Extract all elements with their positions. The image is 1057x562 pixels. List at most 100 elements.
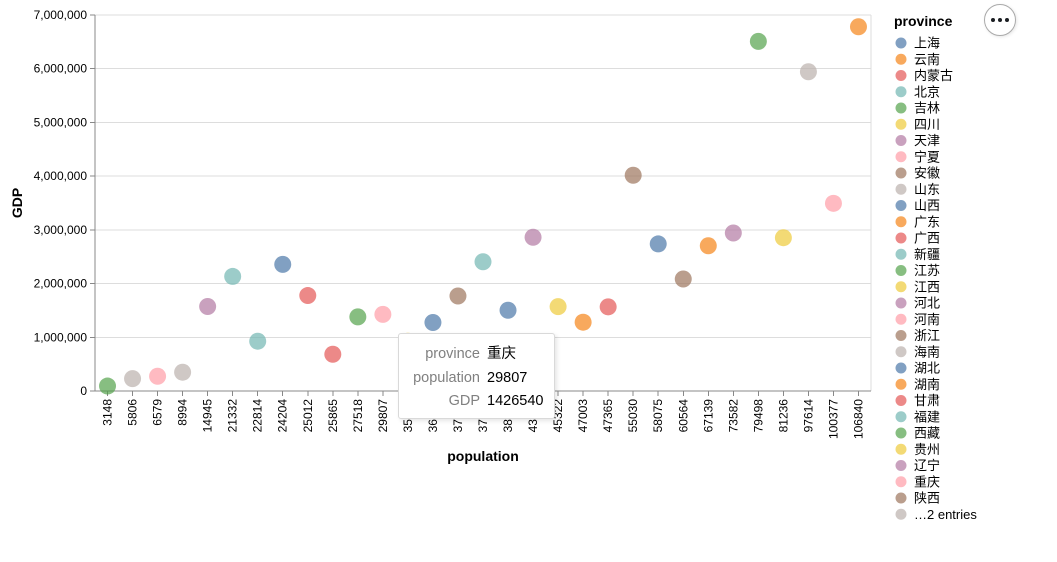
legend-entry: 天津 <box>895 133 940 148</box>
legend-symbol <box>895 102 907 114</box>
legend-symbol <box>895 118 907 130</box>
x-tick-label: 55030 <box>626 399 640 433</box>
y-tick-label: 4,000,000 <box>34 169 88 183</box>
data-point[interactable] <box>699 237 717 255</box>
legend-entry: 海南 <box>895 344 940 359</box>
legend-label: 江西 <box>914 279 940 294</box>
legend-entry: 宁夏 <box>895 149 940 164</box>
tooltip-key: province <box>425 346 480 362</box>
legend-entry: 江苏 <box>895 263 940 278</box>
x-tick-label: 3148 <box>101 399 115 426</box>
tooltip-key: population <box>413 369 480 386</box>
legend-symbol <box>895 183 907 195</box>
legend-symbol <box>895 476 907 488</box>
data-point[interactable] <box>649 235 667 253</box>
data-point[interactable] <box>349 308 367 326</box>
legend-symbol <box>895 135 907 146</box>
y-axis: 0 1,000,000 2,000,000 3,000,000 4,000,000 5,0… <box>9 8 96 398</box>
legend-symbol <box>895 443 907 455</box>
legend-entry: 云南 <box>895 52 940 67</box>
data-point[interactable] <box>174 363 192 381</box>
tooltip: province 重庆 population 29807 GDP 1426540 <box>398 333 555 419</box>
legend-entry: 湖北 <box>895 361 940 376</box>
legend-symbol <box>895 378 907 390</box>
legend-symbol <box>895 265 907 276</box>
data-point[interactable] <box>599 298 617 316</box>
legend-symbol <box>895 232 907 244</box>
data-point[interactable] <box>674 270 692 288</box>
legend-label: 重庆 <box>914 474 940 489</box>
x-tick-label: 27518 <box>351 399 365 433</box>
legend-symbol <box>895 151 907 163</box>
tooltip-key: GDP <box>448 393 480 409</box>
data-points <box>99 18 867 395</box>
data-point[interactable] <box>499 301 517 319</box>
data-point[interactable] <box>524 228 542 246</box>
legend-symbol <box>895 281 907 293</box>
data-point[interactable] <box>249 332 267 350</box>
legend-symbol <box>895 330 907 341</box>
data-point[interactable] <box>274 255 292 273</box>
x-tick-label: 25012 <box>301 399 315 433</box>
legend-label: 云南 <box>914 52 940 67</box>
more-icon <box>990 17 996 23</box>
legend-symbol <box>895 248 907 260</box>
legend-symbol <box>895 70 907 81</box>
legend-entry: 山东 <box>895 182 940 197</box>
legend-label: 西藏 <box>914 426 940 441</box>
data-point[interactable] <box>324 345 342 363</box>
legend-label: 广西 <box>914 231 940 246</box>
tooltip-row: population 29807 <box>409 367 546 391</box>
data-point[interactable] <box>474 253 492 271</box>
legend-label: 广东 <box>914 214 940 229</box>
legend-entry: 重庆 <box>895 474 940 489</box>
legend-label: 浙江 <box>914 328 940 343</box>
legend-label: 山西 <box>914 198 940 213</box>
x-tick-label: 67139 <box>701 399 715 433</box>
legend-entry: 广西 <box>895 231 940 246</box>
x-tick-label: 29807 <box>376 399 390 433</box>
legend-label: 甘肃 <box>914 393 940 408</box>
data-point[interactable] <box>299 287 317 305</box>
actions-menu-button[interactable] <box>984 4 1016 36</box>
y-grid <box>95 14 871 392</box>
data-point[interactable] <box>749 32 767 50</box>
x-tick-label: 100377 <box>826 399 840 439</box>
data-point[interactable] <box>449 287 467 305</box>
legend-label: 山东 <box>914 182 940 197</box>
legend-entry: 山西 <box>895 198 940 213</box>
data-point[interactable] <box>374 305 392 323</box>
y-axis-ticks: 0 1,000,000 2,000,000 3,000,000 4,000,000 5,0… <box>34 8 95 398</box>
legend-entry: 河北 <box>895 296 940 311</box>
legend-label: 湖南 <box>914 377 940 392</box>
data-point[interactable] <box>149 367 167 385</box>
data-point[interactable] <box>99 377 117 395</box>
x-tick-label: 8994 <box>176 399 190 426</box>
more-icon <box>1004 17 1010 23</box>
legend-label: 安徽 <box>914 166 940 181</box>
legend-symbol <box>895 167 907 179</box>
data-point[interactable] <box>824 194 842 212</box>
data-point[interactable] <box>199 298 217 316</box>
legend-symbol <box>895 508 907 520</box>
data-point[interactable] <box>724 224 742 242</box>
data-point[interactable] <box>849 18 867 36</box>
data-point[interactable] <box>624 166 642 184</box>
x-tick-label: 47365 <box>601 399 615 433</box>
data-point[interactable] <box>799 63 817 81</box>
legend-symbol <box>895 362 907 374</box>
legend-symbol <box>895 346 907 358</box>
data-point[interactable] <box>549 298 567 316</box>
x-tick-label: 73582 <box>726 399 740 433</box>
legend-symbol <box>895 460 907 471</box>
data-point[interactable] <box>574 313 592 331</box>
legend-label: 江苏 <box>914 263 940 278</box>
data-point[interactable] <box>774 229 792 247</box>
legend-entry: 浙江 <box>895 328 940 343</box>
data-point[interactable] <box>124 370 142 388</box>
y-tick-label: 1,000,000 <box>34 330 88 344</box>
legend-label: 湖北 <box>914 361 940 376</box>
data-point[interactable] <box>424 313 442 331</box>
data-point[interactable] <box>224 267 242 285</box>
